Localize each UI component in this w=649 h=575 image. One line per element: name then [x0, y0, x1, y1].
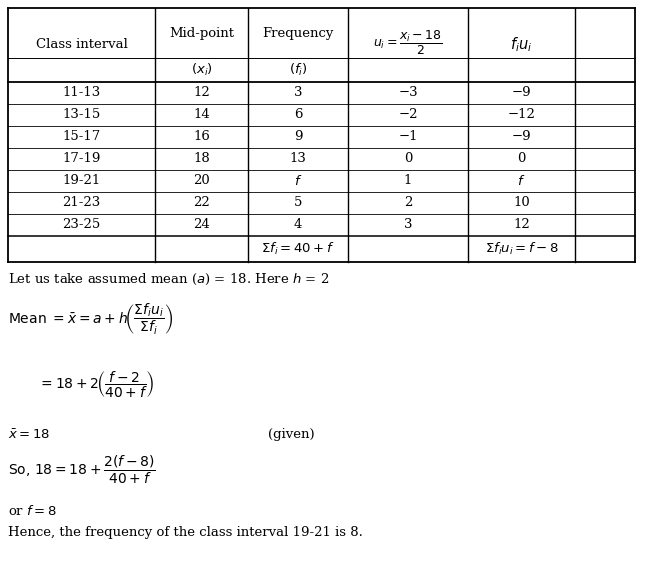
Text: −3: −3: [398, 86, 418, 99]
Text: 17-19: 17-19: [62, 152, 101, 166]
Text: Mid-point: Mid-point: [169, 26, 234, 40]
Text: $\Sigma f_iu_i = f - 8$: $\Sigma f_iu_i = f - 8$: [485, 241, 559, 257]
Text: Frequency: Frequency: [262, 26, 334, 40]
Text: 3: 3: [404, 218, 412, 232]
Text: Hence, the frequency of the class interval 19-21 is 8.: Hence, the frequency of the class interv…: [8, 526, 363, 539]
Text: $(x_i)$: $(x_i)$: [191, 62, 212, 78]
Text: 22: 22: [193, 197, 210, 209]
Text: 13-15: 13-15: [62, 109, 101, 121]
Text: Class interval: Class interval: [36, 39, 127, 52]
Text: So, $18 = 18 + \dfrac{2(f - 8)}{40 + f}$: So, $18 = 18 + \dfrac{2(f - 8)}{40 + f}$: [8, 454, 156, 486]
Text: −9: −9: [511, 131, 532, 144]
Text: $u_i = \dfrac{x_i - 18}{2}$: $u_i = \dfrac{x_i - 18}{2}$: [373, 29, 443, 57]
Text: 10: 10: [513, 197, 530, 209]
Text: 16: 16: [193, 131, 210, 144]
Text: 12: 12: [513, 218, 530, 232]
Text: 13: 13: [289, 152, 306, 166]
Text: −1: −1: [398, 131, 418, 144]
Text: 18: 18: [193, 152, 210, 166]
Text: Let us take assumed mean ($a$) = 18. Here $h$ = 2: Let us take assumed mean ($a$) = 18. Her…: [8, 272, 329, 287]
Text: 0: 0: [517, 152, 526, 166]
Text: 23-25: 23-25: [62, 218, 101, 232]
Text: 6: 6: [294, 109, 302, 121]
Text: 19-21: 19-21: [62, 174, 101, 187]
Text: −2: −2: [398, 109, 418, 121]
Text: Mean $= \bar{x} = a + h\!\left(\dfrac{\Sigma f_i u_i}{\Sigma f_i}\right)$: Mean $= \bar{x} = a + h\!\left(\dfrac{\S…: [8, 302, 173, 337]
Text: $\bar{x} = 18$: $\bar{x} = 18$: [8, 428, 51, 442]
Text: 5: 5: [294, 197, 302, 209]
Text: 11-13: 11-13: [62, 86, 101, 99]
Text: $= 18 + 2\!\left(\dfrac{f - 2}{40 + f}\right)$: $= 18 + 2\!\left(\dfrac{f - 2}{40 + f}\r…: [38, 370, 154, 400]
Text: 1: 1: [404, 174, 412, 187]
Text: $f$: $f$: [294, 174, 302, 188]
Text: $f_iu_i$: $f_iu_i$: [510, 36, 533, 55]
Text: 20: 20: [193, 174, 210, 187]
Text: 14: 14: [193, 109, 210, 121]
Text: 9: 9: [294, 131, 302, 144]
Text: 12: 12: [193, 86, 210, 99]
Text: −9: −9: [511, 86, 532, 99]
Text: 0: 0: [404, 152, 412, 166]
Text: 3: 3: [294, 86, 302, 99]
Text: 21-23: 21-23: [62, 197, 101, 209]
Text: −12: −12: [508, 109, 535, 121]
Text: $f$: $f$: [517, 174, 526, 188]
Text: 15-17: 15-17: [62, 131, 101, 144]
Text: $(f_i)$: $(f_i)$: [289, 62, 308, 78]
Text: 24: 24: [193, 218, 210, 232]
Text: 4: 4: [294, 218, 302, 232]
Text: or $f = 8$: or $f = 8$: [8, 504, 57, 518]
Text: $\Sigma f_i = 40 + f$: $\Sigma f_i = 40 + f$: [261, 241, 335, 257]
Text: 2: 2: [404, 197, 412, 209]
Text: (given): (given): [268, 428, 315, 441]
